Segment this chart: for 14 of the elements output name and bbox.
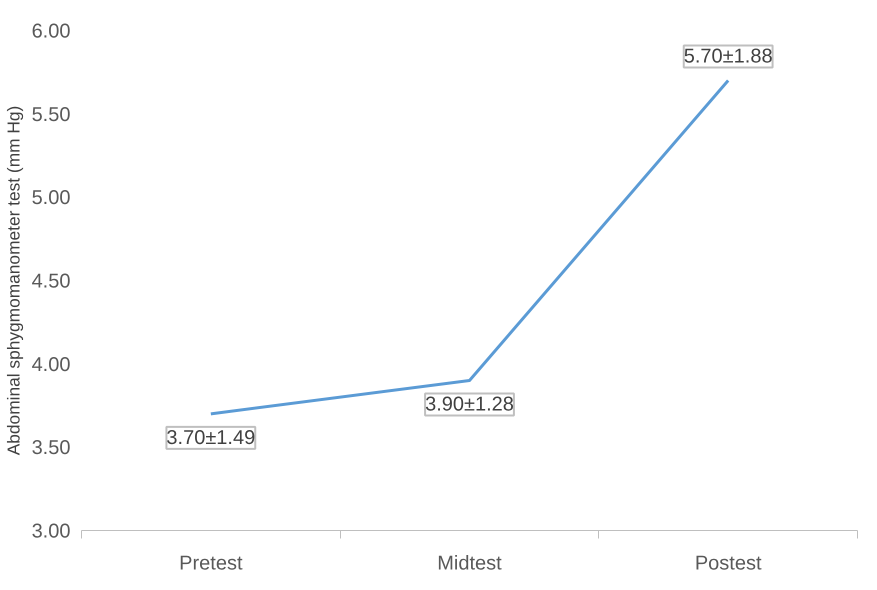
x-tick-label: Pretest bbox=[179, 552, 243, 574]
y-tick-label: 3.00 bbox=[32, 520, 71, 542]
y-tick-label: 4.00 bbox=[32, 354, 71, 376]
x-tick-label: Midtest bbox=[437, 552, 502, 574]
x-tick-label: Postest bbox=[694, 552, 762, 574]
y-tick-label: 3.50 bbox=[32, 437, 71, 460]
data-label: 3.70±1.49 bbox=[166, 426, 256, 449]
y-tick-label: 4.50 bbox=[32, 270, 71, 292]
data-label: 3.90±1.28 bbox=[425, 394, 514, 416]
data-label: 5.70±1.88 bbox=[684, 46, 773, 68]
y-tick-label: 5.00 bbox=[32, 187, 71, 210]
y-tick-label: 5.50 bbox=[32, 104, 71, 126]
y-tick-label: 6.00 bbox=[32, 20, 71, 42]
y-axis-title: Abdominal sphygmomanometer test (mm Hg) bbox=[4, 106, 24, 456]
